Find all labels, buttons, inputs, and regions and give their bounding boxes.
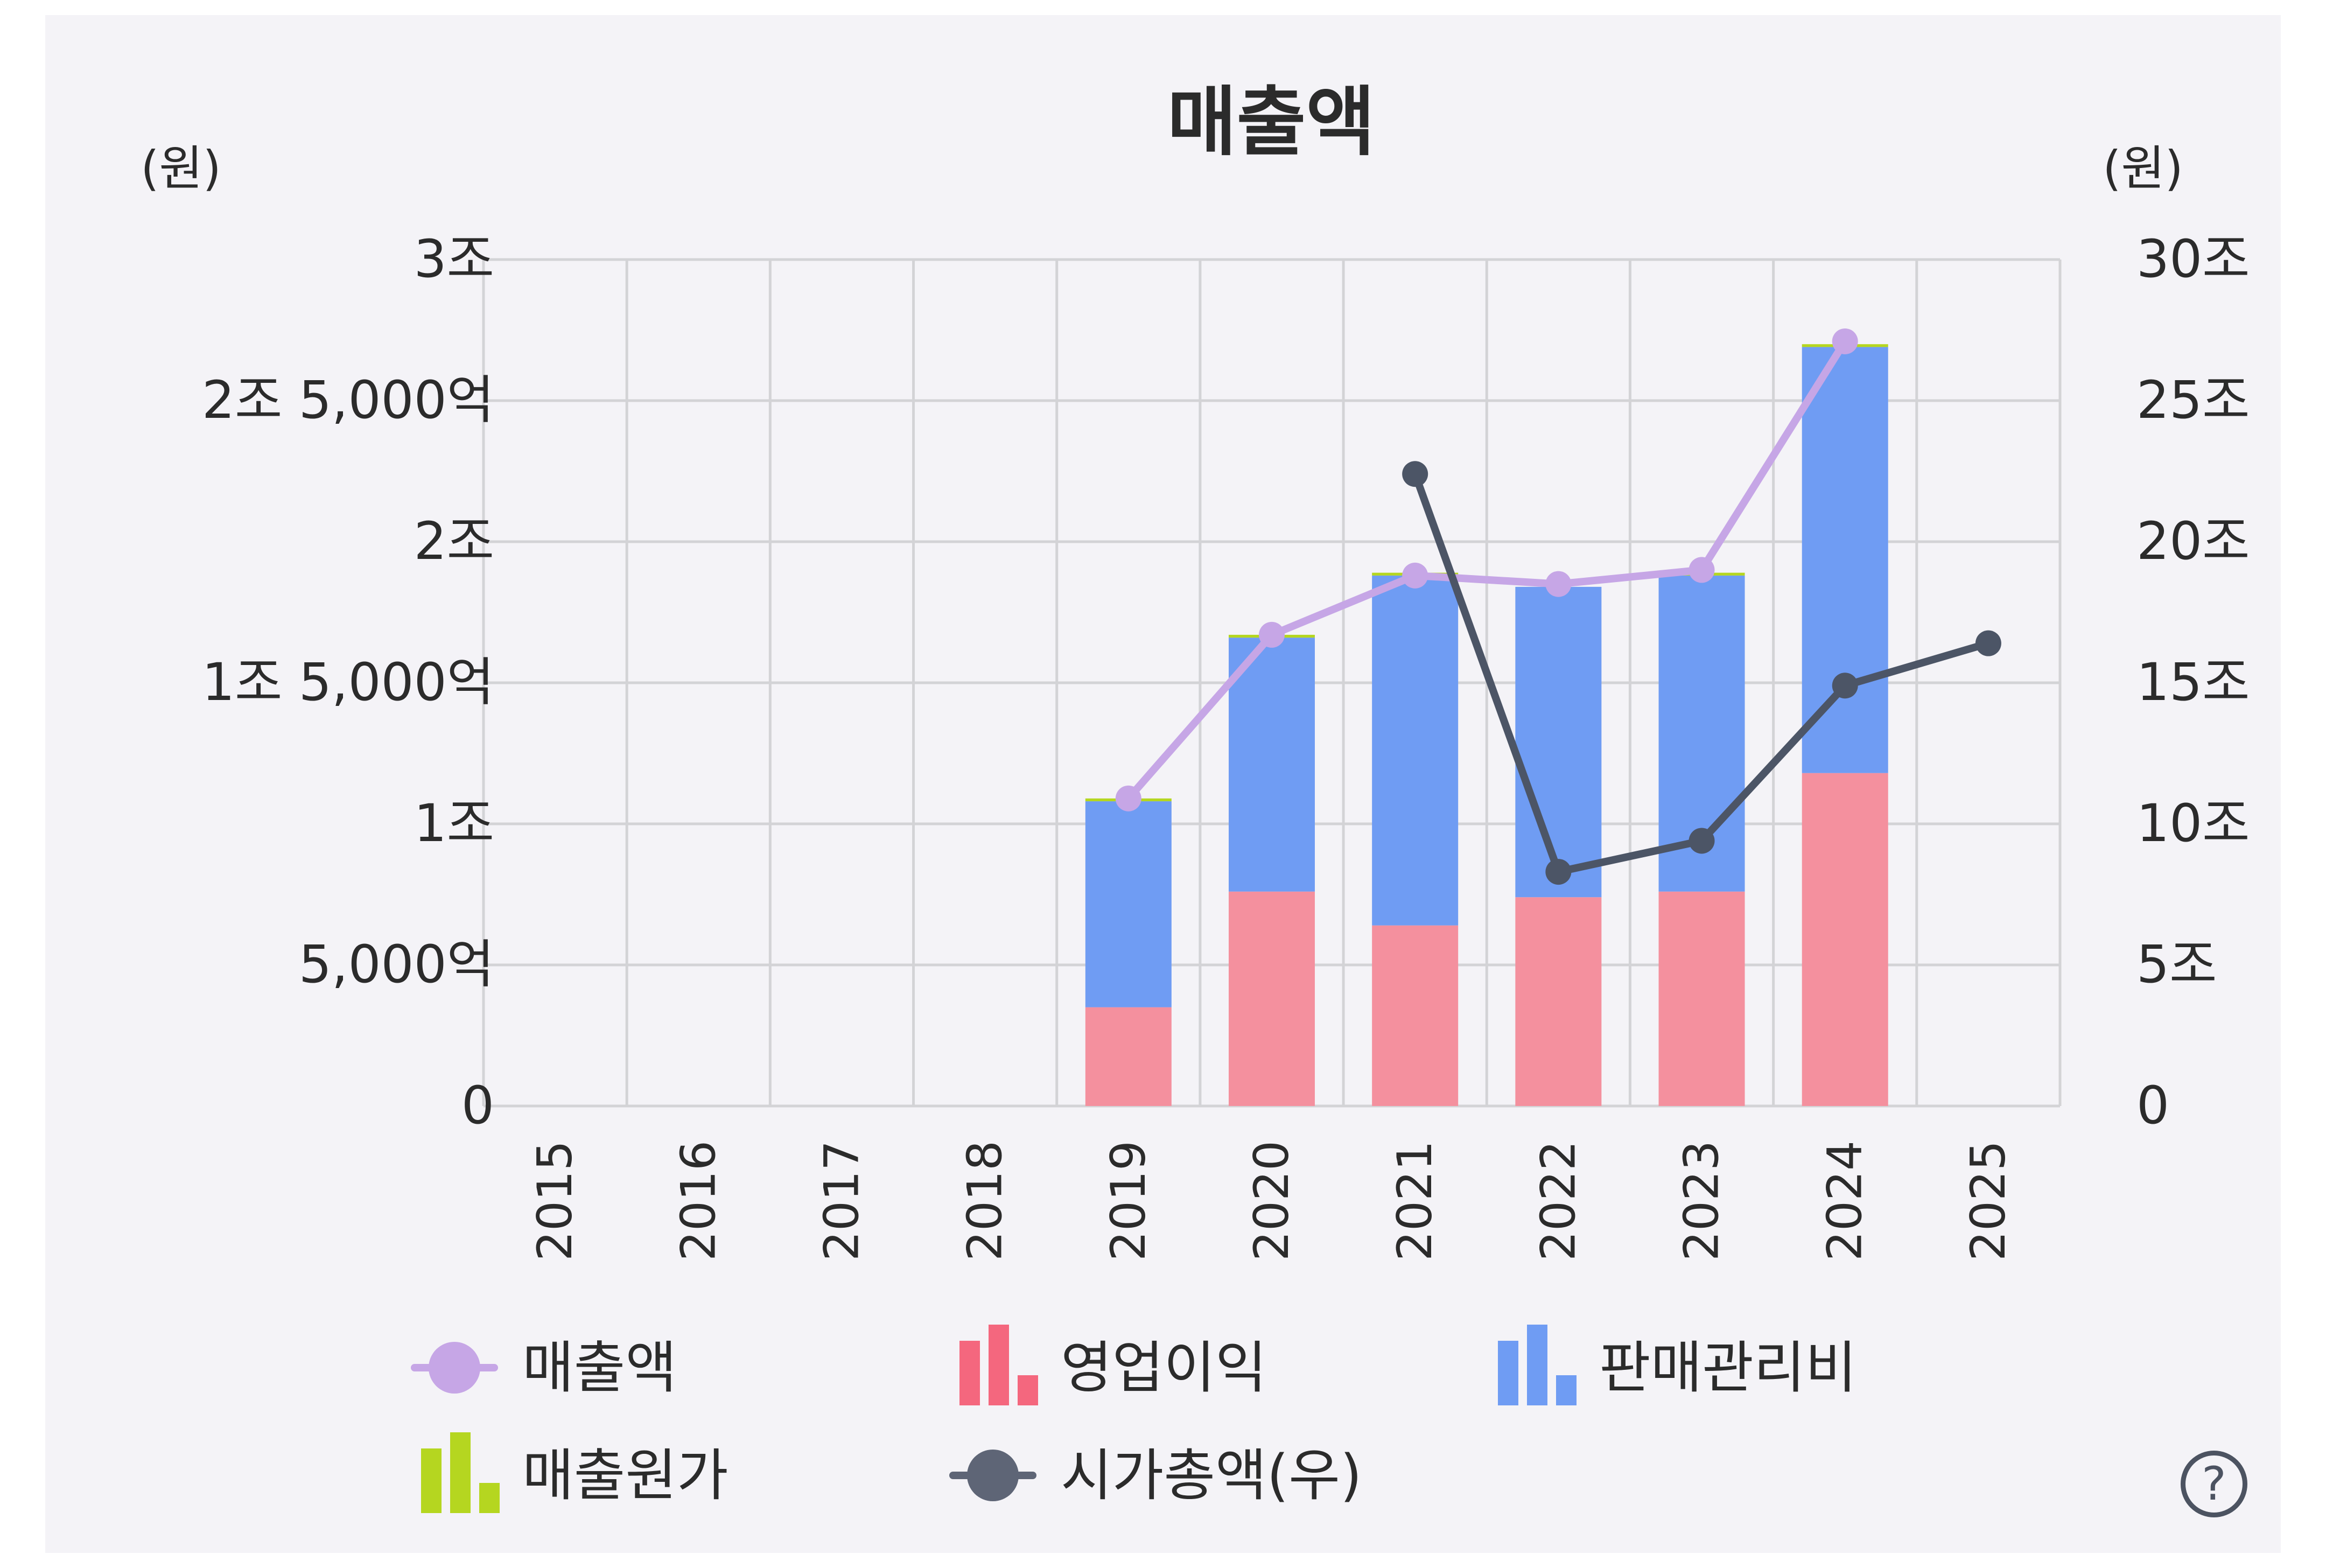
bar-영업이익-2024 xyxy=(1802,773,1888,1106)
legend-bar-icon xyxy=(989,1325,1009,1405)
legend-bar-icon xyxy=(421,1448,442,1513)
bar-영업이익-2020 xyxy=(1229,891,1315,1106)
bar-판매관리비-2021 xyxy=(1372,575,1459,926)
left-axis-ticks: 0 5,000억 1조 1조 5,000억 2조 2조 5,000억 3조 xyxy=(202,229,494,1136)
x-tick-label: 2016 xyxy=(670,1140,726,1261)
chart-title: 매출액 xyxy=(1167,79,1375,166)
right-tick-label: 5조 xyxy=(2136,934,2217,995)
x-tick-label: 2023 xyxy=(1674,1140,1729,1261)
legend-bar-icon xyxy=(1556,1375,1577,1405)
point-시가총액(우)-2023 xyxy=(1689,828,1715,854)
bar-판매관리비-2019 xyxy=(1085,801,1172,1007)
point-매출액-2021 xyxy=(1402,562,1428,589)
bar-영업이익-2023 xyxy=(1658,891,1745,1106)
legend-dot-icon xyxy=(429,1342,480,1394)
x-tick-label: 2015 xyxy=(527,1140,583,1261)
x-tick-label: 2022 xyxy=(1530,1140,1586,1261)
x-tick-label: 2019 xyxy=(1101,1140,1156,1261)
point-매출액-2024 xyxy=(1832,328,1858,354)
right-tick-label: 25조 xyxy=(2136,370,2250,430)
left-tick-label: 3조 xyxy=(414,229,494,289)
right-tick-label: 15조 xyxy=(2136,652,2250,712)
x-tick-label: 2024 xyxy=(1817,1140,1873,1261)
legend-bar-icon xyxy=(1018,1375,1038,1405)
right-axis-ticks: 0 5조 10조 15조 20조 25조 30조 xyxy=(2136,229,2250,1136)
legend-item: 매출원가 xyxy=(421,1432,728,1513)
right-tick-label: 10조 xyxy=(2136,793,2250,853)
bar-영업이익-2022 xyxy=(1515,897,1602,1106)
left-tick-label: 0 xyxy=(461,1075,494,1136)
legend-dot-icon xyxy=(967,1450,1019,1501)
chart-card: 매출액 (원) (원) 0 5,000억 1조 1조 5,000억 2조 2조 5,000… xyxy=(45,15,2281,1553)
revenue-chart: 매출액 (원) (원) 0 5,000억 1조 1조 5,000억 2조 2조 5,000… xyxy=(141,79,2250,1513)
bar-series xyxy=(1085,344,1888,1106)
point-매출액-2020 xyxy=(1259,621,1285,648)
legend-label: 매출액 xyxy=(522,1335,677,1401)
legend-item: 시가총액(우) xyxy=(949,1443,1362,1508)
right-axis-unit: (원) xyxy=(2103,141,2183,196)
left-tick-label: 2조 5,000억 xyxy=(202,370,494,430)
bar-판매관리비-2020 xyxy=(1229,638,1315,892)
point-매출액-2023 xyxy=(1689,557,1715,583)
right-tick-label: 30조 xyxy=(2136,229,2250,289)
legend-label: 판매관리비 xyxy=(1599,1335,1856,1401)
x-tick-label: 2025 xyxy=(1960,1140,2016,1261)
bar-영업이익-2021 xyxy=(1372,925,1459,1106)
point-시가총액(우)-2022 xyxy=(1545,859,1572,885)
bar-영업이익-2019 xyxy=(1085,1007,1172,1106)
point-시가총액(우)-2024 xyxy=(1832,673,1858,699)
legend-label: 영업이익 xyxy=(1061,1335,1267,1401)
right-tick-label: 20조 xyxy=(2136,511,2250,571)
legend-bar-icon xyxy=(450,1432,471,1513)
line-series xyxy=(1115,328,2001,885)
legend-bar-icon xyxy=(1527,1325,1547,1405)
left-axis-unit: (원) xyxy=(141,141,221,196)
left-tick-label: 5,000억 xyxy=(299,934,494,995)
legend-item: 판매관리비 xyxy=(1498,1325,1856,1405)
point-매출액-2022 xyxy=(1545,571,1572,597)
x-tick-label: 2020 xyxy=(1244,1140,1299,1261)
point-시가총액(우)-2021 xyxy=(1402,461,1428,487)
legend-item: 영업이익 xyxy=(959,1325,1267,1405)
right-tick-label: 0 xyxy=(2136,1075,2169,1136)
legend-bar-icon xyxy=(1498,1341,1518,1405)
bar-판매관리비-2022 xyxy=(1515,586,1602,898)
line-매출액 xyxy=(1124,337,1849,802)
point-시가총액(우)-2025 xyxy=(1975,630,2001,656)
legend-label: 매출원가 xyxy=(522,1443,728,1508)
gridlines xyxy=(482,258,2062,1108)
left-tick-label: 1조 5,000억 xyxy=(202,652,494,712)
bar-판매관리비-2024 xyxy=(1802,347,1888,773)
x-tick-label: 2018 xyxy=(957,1140,1013,1261)
x-tick-label: 2017 xyxy=(814,1140,869,1261)
legend-bar-icon xyxy=(479,1483,500,1513)
x-axis-ticks: 2015 2016 2017 2018 2019 2020 2021 2022 2023 2024… xyxy=(527,1140,2016,1261)
help-button[interactable]: ? xyxy=(2181,1451,2247,1517)
left-tick-label: 1조 xyxy=(414,793,494,853)
x-tick-label: 2021 xyxy=(1387,1140,1442,1261)
left-tick-label: 2조 xyxy=(414,511,494,571)
point-매출액-2019 xyxy=(1115,785,1141,811)
legend-label: 시가총액(우) xyxy=(1061,1443,1362,1508)
legend-item: 매출액 xyxy=(411,1335,677,1401)
legend-bar-icon xyxy=(959,1341,980,1405)
